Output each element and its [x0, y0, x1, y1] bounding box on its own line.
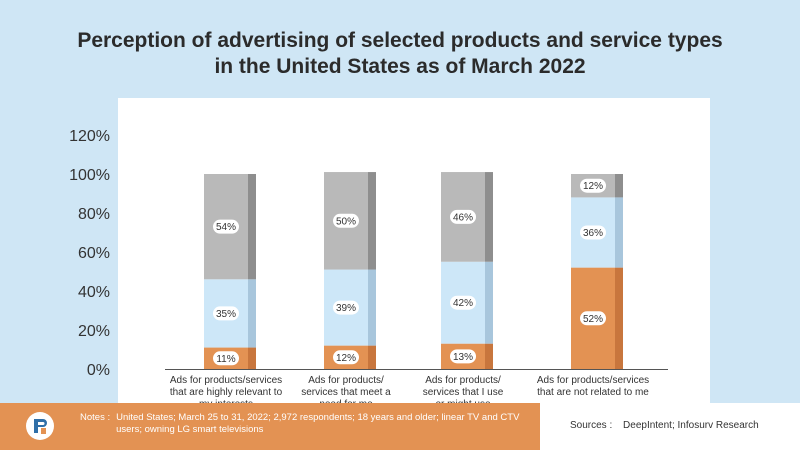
data-label-pill — [580, 225, 606, 240]
y-tick-label: 0% — [87, 362, 110, 379]
bar-segment-edge — [368, 269, 376, 346]
notes: Notes : United States; March 25 to 31, 2… — [80, 412, 530, 436]
data-label: 46% — [453, 212, 473, 223]
footer-notes-band — [0, 403, 540, 450]
data-label: 50% — [336, 216, 356, 227]
data-label-pill — [580, 311, 606, 326]
bar-segment-edge — [615, 174, 623, 198]
bar-segment-edge — [485, 172, 493, 262]
stacked-bar-chart: 0% 20% 40% 60% 80% 100% 120% 11% 35% 54% Ads for p… — [69, 128, 668, 403]
data-label: 36% — [583, 228, 603, 239]
data-label-pill — [213, 351, 239, 366]
sources: Sources : DeepIntent; Infosurv Research — [570, 420, 759, 431]
data-label-pill — [450, 209, 476, 224]
brand-logo-icon — [26, 412, 54, 440]
data-label-pill — [213, 219, 239, 234]
x-category-label: Ads for products/ — [425, 375, 501, 386]
notes-text: United States; March 25 to 31, 2022; 2,9… — [116, 412, 520, 435]
bar-segment-edge — [248, 174, 256, 280]
bar-segment-edge — [615, 197, 623, 268]
footer-sources-band — [540, 403, 800, 450]
data-label-pill — [450, 295, 476, 310]
x-category-label: services that I use — [423, 387, 504, 398]
bar-segment-edge — [615, 267, 623, 369]
x-category-label: services that meet a — [301, 387, 391, 398]
bar-segment-edge — [368, 172, 376, 270]
bar-segment-edge — [485, 343, 493, 369]
data-label: 12% — [583, 181, 603, 192]
chart-title-line-1: Perception of advertising of selected pr… — [77, 29, 723, 52]
bar-segment-edge — [368, 345, 376, 369]
data-label: 39% — [336, 303, 356, 314]
x-category-label: that are highly relevant to — [170, 387, 283, 398]
data-label-pill — [333, 213, 359, 228]
sources-text: DeepIntent; Infosurv Research — [623, 420, 759, 431]
data-label-pill — [333, 350, 359, 365]
bar-segment-edge — [248, 347, 256, 369]
data-label: 35% — [216, 309, 236, 320]
data-label: 13% — [453, 352, 473, 363]
y-tick-label: 20% — [78, 323, 110, 340]
chart-title: Perception of advertising of selected pr… — [0, 28, 800, 80]
x-category-label: Ads for products/services — [170, 375, 282, 386]
y-tick-label: 80% — [78, 206, 110, 223]
y-tick-label: 100% — [69, 167, 110, 184]
notes-label: Notes : — [80, 412, 111, 423]
data-label: 52% — [583, 314, 603, 325]
data-label: 42% — [453, 298, 473, 309]
x-category-label: need for me — [319, 399, 373, 403]
data-label: 11% — [216, 354, 235, 365]
y-tick-label: 60% — [78, 245, 110, 262]
x-category-label: or might use — [435, 399, 490, 403]
data-label-pill — [450, 349, 476, 364]
x-category-label: Ads for products/services — [537, 375, 649, 386]
chart-title-line-2: in the United States as of March 2022 — [214, 55, 586, 78]
data-label-pill — [333, 300, 359, 315]
bar-segment-edge — [248, 279, 256, 348]
sources-label: Sources : — [570, 420, 613, 431]
y-tick-label: 40% — [78, 284, 110, 301]
x-category-label: my interests — [199, 399, 253, 403]
x-category-label: Ads for products/ — [308, 375, 384, 386]
bar-segment-edge — [485, 261, 493, 344]
data-label: 12% — [336, 353, 356, 364]
data-label-pill — [580, 178, 606, 193]
data-label: 54% — [216, 222, 236, 233]
x-category-label: that are not related to me — [537, 387, 649, 398]
y-tick-label: 120% — [69, 128, 110, 145]
data-label-pill — [213, 306, 239, 321]
